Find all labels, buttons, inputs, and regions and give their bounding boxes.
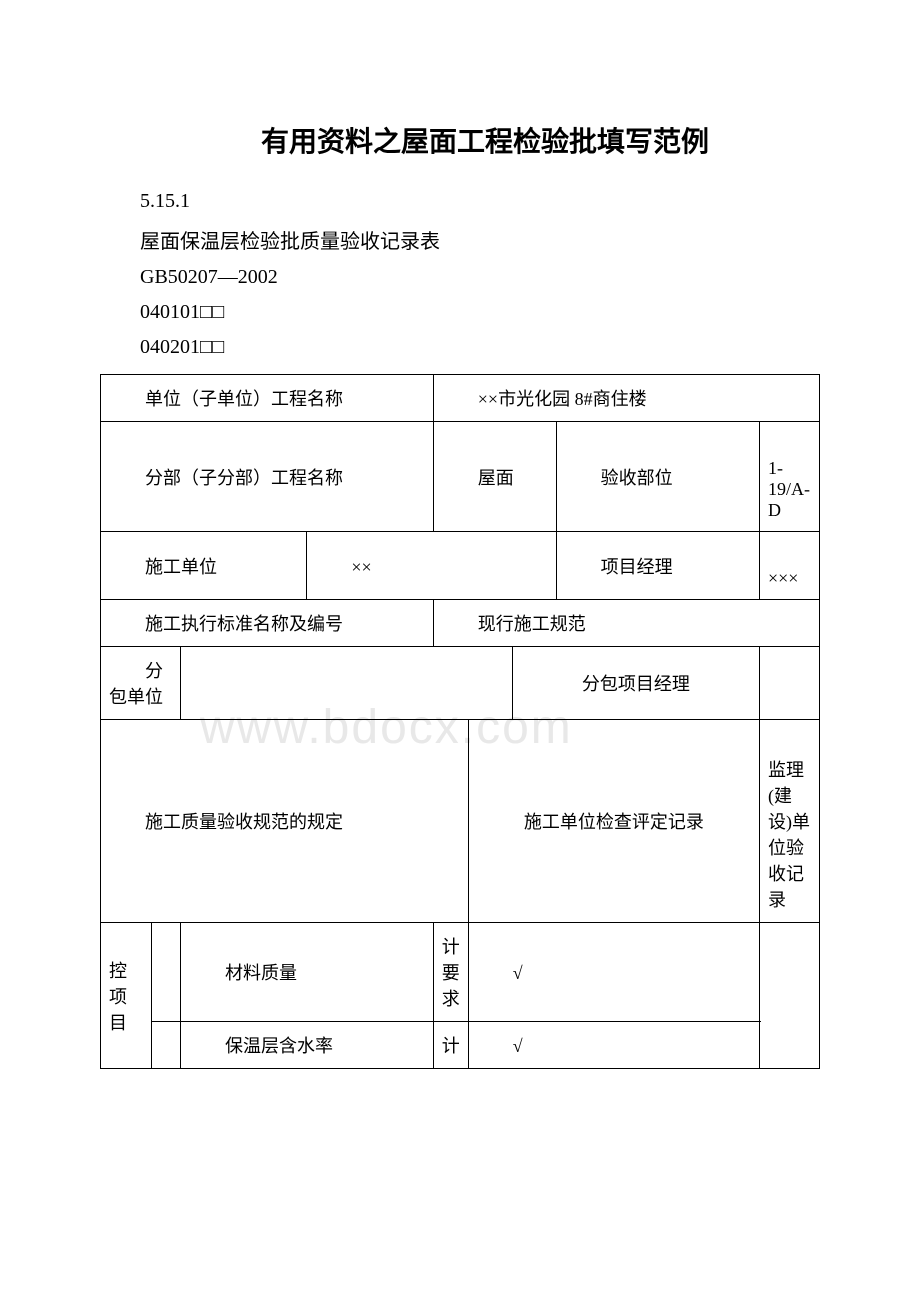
item-check: √ bbox=[468, 1022, 759, 1069]
code-1: 040101□□ bbox=[100, 301, 820, 324]
construct-unit-value: ×× bbox=[307, 532, 556, 600]
inspect-record-label: 施工单位检查评定记录 bbox=[468, 720, 759, 923]
unit-name-label: 单位（子单位）工程名称 bbox=[101, 375, 434, 422]
pm-label: 项目经理 bbox=[556, 532, 759, 600]
inspection-table: 单位（子单位）工程名称 ××市光化园 8#商住楼 分部（子分部）工程名称 屋面 … bbox=[100, 374, 820, 1069]
item-name: 材料质量 bbox=[181, 923, 434, 1022]
exec-standard-value: 现行施工规范 bbox=[433, 600, 819, 647]
table-row: 保温层含水率 计 √ bbox=[101, 1022, 820, 1069]
subpart-value: 屋面 bbox=[433, 422, 556, 532]
item-check: √ bbox=[468, 923, 759, 1022]
table-row: 分包单位 分包项目经理 bbox=[101, 647, 820, 720]
exec-standard-label: 施工执行标准名称及编号 bbox=[101, 600, 434, 647]
pm-value: ××× bbox=[760, 532, 820, 600]
spec-label: 施工质量验收规范的规定 bbox=[101, 720, 469, 923]
supervisor-cell bbox=[760, 923, 820, 1069]
accept-pos-label: 验收部位 bbox=[556, 422, 759, 532]
table-row: 单位（子单位）工程名称 ××市光化园 8#商住楼 bbox=[101, 375, 820, 422]
construct-unit-label: 施工单位 bbox=[101, 532, 307, 600]
sub-pm-value bbox=[760, 647, 820, 720]
unit-name-value: ××市光化园 8#商住楼 bbox=[433, 375, 819, 422]
subtitle: 屋面保温层检验批质量验收记录表 bbox=[100, 225, 820, 254]
item-req: 计 bbox=[433, 1022, 468, 1069]
section-number: 5.15.1 bbox=[100, 190, 820, 213]
table-row: 施工质量验收规范的规定 施工单位检查评定记录 监理(建设)单位验收记录 bbox=[101, 720, 820, 923]
code-2: 040201□□ bbox=[100, 336, 820, 359]
item-name: 保温层含水率 bbox=[181, 1022, 434, 1069]
table-row: 分部（子分部）工程名称 屋面 验收部位 1-19/A-D bbox=[101, 422, 820, 532]
item-index bbox=[151, 1022, 180, 1069]
accept-pos-value: 1-19/A-D bbox=[760, 422, 820, 532]
section-label: 控项目 bbox=[101, 923, 152, 1069]
item-index bbox=[151, 923, 180, 1022]
supervisor-record-label: 监理(建设)单位验收记录 bbox=[760, 720, 820, 923]
subcontract-value bbox=[181, 647, 513, 720]
table-row: 施工执行标准名称及编号 现行施工规范 bbox=[101, 600, 820, 647]
item-req: 计要求 bbox=[433, 923, 468, 1022]
table-row: 控项目 材料质量 计要求 √ bbox=[101, 923, 820, 1022]
sub-pm-label: 分包项目经理 bbox=[512, 647, 759, 720]
table-row: 施工单位 ×× 项目经理 ××× bbox=[101, 532, 820, 600]
page-title: 有用资料之屋面工程检验批填写范例 bbox=[100, 120, 820, 160]
subpart-label: 分部（子分部）工程名称 bbox=[101, 422, 434, 532]
standard-code: GB50207—2002 bbox=[100, 266, 820, 289]
subcontract-label: 分包单位 bbox=[101, 647, 181, 720]
